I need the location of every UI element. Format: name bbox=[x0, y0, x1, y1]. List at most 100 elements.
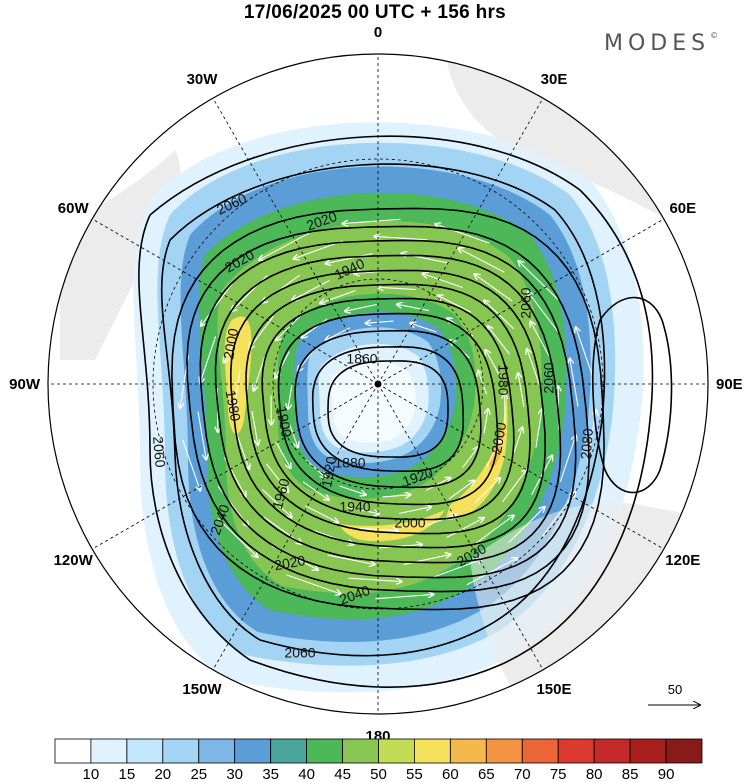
wind-arrow bbox=[201, 281, 234, 326]
colorbar-tick-label: 40 bbox=[298, 766, 315, 782]
wind-arrow bbox=[288, 384, 293, 409]
colorbar-swatch bbox=[306, 738, 343, 764]
contour-line bbox=[229, 269, 547, 549]
colorbar-swatch bbox=[449, 738, 487, 764]
wind-arrow bbox=[294, 240, 344, 259]
wind-arrow bbox=[542, 492, 576, 537]
wind-arrow bbox=[462, 447, 479, 468]
wind-arrow bbox=[531, 456, 553, 496]
wind-arrow bbox=[360, 528, 398, 530]
colorbar-swatch bbox=[270, 738, 308, 764]
longitude-label: 60E bbox=[669, 200, 696, 217]
wind-arrow bbox=[261, 488, 292, 517]
longitude-label: 90E bbox=[716, 376, 743, 393]
colorbar-tick-label: 90 bbox=[658, 766, 675, 782]
wind-arrow bbox=[234, 370, 241, 408]
wind-arrow bbox=[288, 423, 298, 447]
contour-label: 2060 bbox=[541, 362, 557, 393]
colorbar-tick-label: 35 bbox=[262, 766, 279, 782]
wind-arrow bbox=[346, 506, 379, 513]
contour-label: 1960 bbox=[269, 476, 293, 510]
contour-label: 2020 bbox=[273, 552, 307, 573]
wind-arrow bbox=[326, 253, 373, 264]
colorbar-swatch bbox=[90, 738, 128, 764]
height-contours bbox=[138, 135, 654, 688]
contour-line bbox=[327, 360, 449, 458]
wind-arrow bbox=[508, 507, 545, 543]
map-title: 17/06/2025 00 UTC + 156 hrs bbox=[243, 2, 507, 23]
colorbar-tick-label: 30 bbox=[226, 766, 243, 782]
wind-arrow bbox=[484, 301, 515, 330]
contour-label: 1900 bbox=[274, 405, 295, 439]
colorbar-swatch bbox=[198, 738, 236, 764]
wind-arrow bbox=[446, 518, 484, 538]
wind-arrow bbox=[438, 296, 472, 313]
colorbar-swatch bbox=[593, 738, 631, 764]
contour-line bbox=[138, 135, 654, 688]
wind-arrow bbox=[432, 559, 482, 578]
wind-arrow bbox=[339, 485, 366, 495]
wind-arrow bbox=[528, 292, 559, 332]
colorbar-swatch bbox=[54, 738, 92, 764]
meridian-line bbox=[377, 383, 544, 670]
wind-arrow bbox=[486, 440, 501, 467]
wind-arrow bbox=[286, 574, 341, 594]
colorbar-tick-label: 45 bbox=[334, 766, 351, 782]
reference-vector-label: 50 bbox=[668, 682, 682, 697]
contour-label: 1860 bbox=[346, 351, 377, 367]
wind-arrow bbox=[197, 411, 206, 460]
colorbar-swatch bbox=[485, 738, 523, 764]
contour-label: 1980 bbox=[495, 364, 511, 395]
colorbar-tick-label: 50 bbox=[370, 766, 387, 782]
colorbar-tick-label: 70 bbox=[514, 766, 531, 782]
contour-line bbox=[261, 297, 515, 521]
wind-arrow bbox=[292, 280, 330, 301]
latitude-circle bbox=[272, 278, 484, 490]
wind-arrow bbox=[275, 351, 290, 379]
wind-arrow bbox=[420, 515, 456, 528]
wind-arrow bbox=[182, 439, 200, 491]
wind-arrow bbox=[259, 232, 310, 260]
contour-line bbox=[294, 329, 482, 489]
wind-arrow bbox=[302, 481, 329, 500]
colorbar-swatch bbox=[162, 738, 200, 764]
wind-arrow bbox=[366, 321, 394, 323]
wind-arrow bbox=[249, 315, 274, 348]
wind-arrow bbox=[426, 478, 450, 491]
wind-arrow bbox=[276, 314, 302, 340]
colorbar-tick-label: 15 bbox=[119, 766, 136, 782]
logo-text: MODES bbox=[604, 31, 711, 56]
south-pole-marker bbox=[374, 380, 382, 388]
longitude-label: 90W bbox=[9, 376, 41, 393]
wind-arrow bbox=[488, 326, 510, 355]
wind-arrow bbox=[266, 463, 289, 492]
contour-label: 1980 bbox=[223, 389, 244, 423]
colorbar-tick-label: 85 bbox=[622, 766, 639, 782]
wind-arrow bbox=[476, 516, 513, 544]
wind-arrow bbox=[251, 411, 258, 445]
reference-vector: 50 bbox=[648, 682, 700, 705]
wind-arrow bbox=[486, 350, 501, 377]
contour-line bbox=[277, 312, 499, 506]
colorbar-swatch bbox=[521, 738, 559, 764]
wind-arrow bbox=[535, 409, 542, 448]
contour-line bbox=[186, 225, 590, 593]
longitude-label: 120E bbox=[665, 552, 700, 569]
longitude-label: 150E bbox=[536, 681, 571, 698]
wind-arrow bbox=[348, 577, 402, 581]
wind-streamlines bbox=[180, 218, 596, 600]
wind-arrow bbox=[559, 436, 575, 482]
wind-speed-field bbox=[48, 54, 708, 714]
colorbar-swatch bbox=[126, 738, 164, 764]
colorbar-swatch bbox=[557, 738, 595, 764]
longitude-label: 60W bbox=[58, 200, 90, 217]
colorbar-tick-label: 75 bbox=[550, 766, 567, 782]
wind-arrow bbox=[576, 327, 594, 379]
contour-line bbox=[160, 163, 606, 657]
meridian-line bbox=[377, 98, 544, 385]
wind-arrow bbox=[254, 357, 265, 391]
wind-arrow bbox=[382, 495, 410, 497]
wind-arrow bbox=[448, 481, 475, 500]
